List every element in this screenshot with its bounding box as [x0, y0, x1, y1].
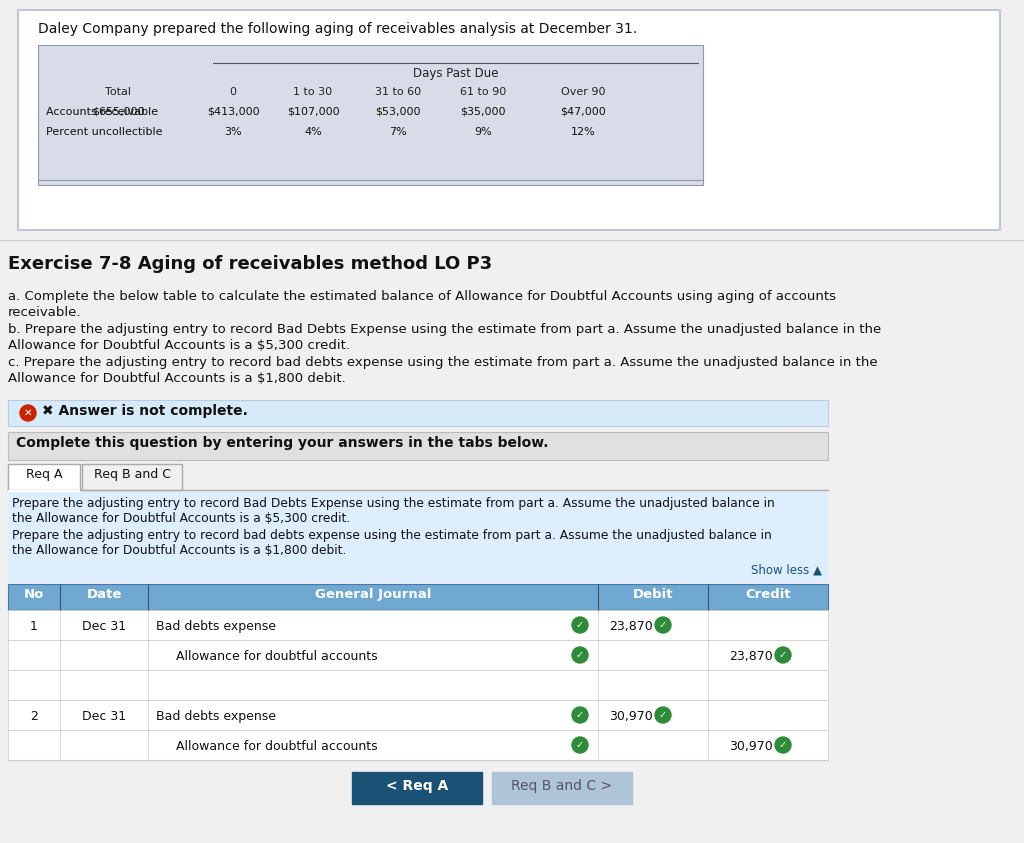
Text: 3%: 3% — [224, 127, 242, 137]
Circle shape — [775, 737, 791, 753]
Bar — [492, 772, 632, 804]
Text: 12%: 12% — [570, 127, 595, 137]
Text: Complete this question by entering your answers in the tabs below.: Complete this question by entering your … — [16, 436, 549, 450]
Text: Req B and C: Req B and C — [93, 468, 171, 481]
Text: ✕: ✕ — [24, 408, 33, 418]
Text: < Req A: < Req A — [386, 779, 449, 793]
Bar — [8, 490, 80, 492]
Bar — [8, 400, 828, 426]
Text: $107,000: $107,000 — [287, 107, 339, 117]
Text: Accounts receivable: Accounts receivable — [46, 107, 158, 117]
Text: Percent uncollectible: Percent uncollectible — [46, 127, 163, 137]
Text: General Journal: General Journal — [314, 588, 431, 601]
Text: Days Past Due: Days Past Due — [413, 67, 499, 80]
Text: Allowance for doubtful accounts: Allowance for doubtful accounts — [176, 650, 378, 663]
Circle shape — [655, 617, 671, 633]
Text: Prepare the adjusting entry to record Bad Debts Expense using the estimate from : Prepare the adjusting entry to record Ba… — [12, 497, 775, 510]
Text: 1 to 30: 1 to 30 — [294, 87, 333, 97]
Text: No: No — [24, 588, 44, 601]
Text: c. Prepare the adjusting entry to record bad debts expense using the estimate fr: c. Prepare the adjusting entry to record… — [8, 356, 878, 369]
Bar — [18, 10, 1000, 230]
Text: 23,870: 23,870 — [729, 650, 773, 663]
Text: 7%: 7% — [389, 127, 407, 137]
Circle shape — [20, 405, 36, 421]
Bar — [8, 670, 828, 700]
Text: Req A: Req A — [26, 468, 62, 481]
Circle shape — [572, 617, 588, 633]
Text: Allowance for Doubtful Accounts is a $5,300 credit.: Allowance for Doubtful Accounts is a $5,… — [8, 339, 350, 352]
Text: Bad debts expense: Bad debts expense — [156, 620, 276, 633]
Text: Allowance for Doubtful Accounts is a $1,800 debit.: Allowance for Doubtful Accounts is a $1,… — [8, 372, 346, 385]
Text: $47,000: $47,000 — [560, 107, 606, 117]
Text: Total: Total — [105, 87, 131, 97]
Text: a. Complete the below table to calculate the estimated balance of Allowance for : a. Complete the below table to calculate… — [8, 290, 836, 303]
Bar — [8, 610, 828, 640]
Text: 30,970: 30,970 — [729, 740, 773, 753]
Bar — [8, 492, 828, 582]
Bar — [8, 584, 828, 610]
Bar — [8, 700, 828, 730]
Bar — [8, 464, 80, 490]
Text: ✓: ✓ — [779, 740, 787, 750]
Text: Show less ▲: Show less ▲ — [751, 564, 822, 577]
Circle shape — [655, 707, 671, 723]
Text: 23,870: 23,870 — [609, 620, 653, 633]
Bar — [8, 730, 828, 760]
Text: receivable.: receivable. — [8, 306, 82, 319]
Bar — [352, 772, 482, 804]
Text: $53,000: $53,000 — [375, 107, 421, 117]
Circle shape — [572, 707, 588, 723]
Text: Date: Date — [86, 588, 122, 601]
Text: 31 to 60: 31 to 60 — [375, 87, 421, 97]
Circle shape — [572, 737, 588, 753]
Text: the Allowance for Doubtful Accounts is a $1,800 debit.: the Allowance for Doubtful Accounts is a… — [12, 544, 346, 557]
Text: Dec 31: Dec 31 — [82, 710, 126, 723]
Text: b. Prepare the adjusting entry to record Bad Debts Expense using the estimate fr: b. Prepare the adjusting entry to record… — [8, 323, 882, 336]
Text: 1: 1 — [30, 620, 38, 633]
Text: ✓: ✓ — [575, 620, 584, 630]
Text: ✓: ✓ — [658, 710, 667, 720]
Bar — [8, 432, 828, 460]
Text: ✖ Answer is not complete.: ✖ Answer is not complete. — [42, 404, 248, 418]
Text: Req B and C >: Req B and C > — [511, 779, 612, 793]
Text: Allowance for doubtful accounts: Allowance for doubtful accounts — [176, 740, 378, 753]
Text: Dec 31: Dec 31 — [82, 620, 126, 633]
Text: ✓: ✓ — [658, 620, 667, 630]
Text: ✓: ✓ — [575, 740, 584, 750]
Circle shape — [775, 647, 791, 663]
Text: Credit: Credit — [745, 588, 791, 601]
Text: $35,000: $35,000 — [460, 107, 506, 117]
Text: ✓: ✓ — [779, 650, 787, 660]
Text: Debit: Debit — [633, 588, 673, 601]
Text: 9%: 9% — [474, 127, 492, 137]
Text: $655,000: $655,000 — [92, 107, 144, 117]
Text: 0: 0 — [229, 87, 237, 97]
Text: Over 90: Over 90 — [561, 87, 605, 97]
Text: $413,000: $413,000 — [207, 107, 259, 117]
Text: ✓: ✓ — [575, 650, 584, 660]
Text: 2: 2 — [30, 710, 38, 723]
Text: Exercise 7-8 Aging of receivables method LO P3: Exercise 7-8 Aging of receivables method… — [8, 255, 493, 273]
Bar — [38, 45, 703, 185]
Text: Prepare the adjusting entry to record bad debts expense using the estimate from : Prepare the adjusting entry to record ba… — [12, 529, 772, 542]
Text: 30,970: 30,970 — [609, 710, 653, 723]
Text: 4%: 4% — [304, 127, 322, 137]
Bar — [8, 640, 828, 670]
Text: ✓: ✓ — [575, 710, 584, 720]
Text: Daley Company prepared the following aging of receivables analysis at December 3: Daley Company prepared the following agi… — [38, 22, 637, 36]
Text: the Allowance for Doubtful Accounts is a $5,300 credit.: the Allowance for Doubtful Accounts is a… — [12, 512, 350, 525]
Circle shape — [572, 647, 588, 663]
Text: Bad debts expense: Bad debts expense — [156, 710, 276, 723]
Bar — [82, 464, 182, 490]
Text: 61 to 90: 61 to 90 — [460, 87, 506, 97]
